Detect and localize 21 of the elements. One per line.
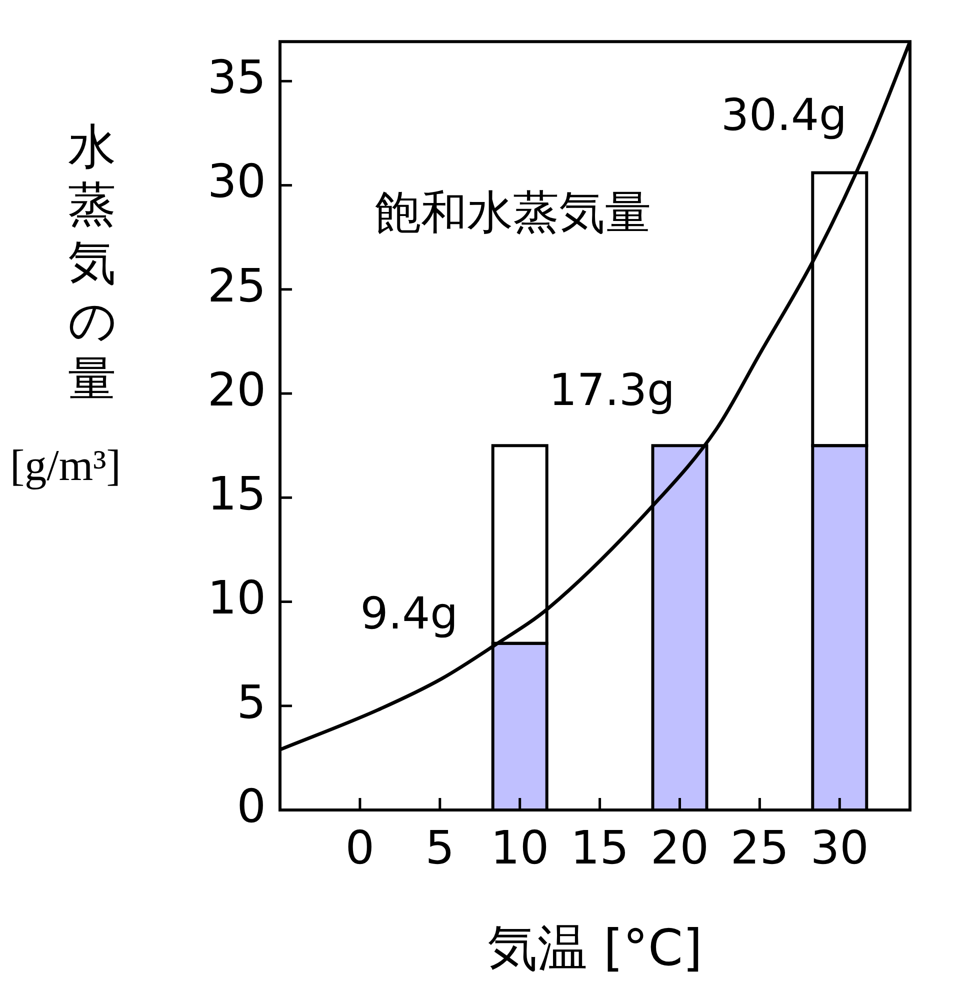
- y-axis-title: 水蒸気の量 [g/m³]: [10, 118, 121, 491]
- text: 飽和水蒸気量: [375, 184, 652, 239]
- y-tick-label: 35: [207, 50, 266, 104]
- y-tick-label: 30: [207, 154, 266, 208]
- x-tick-label: 15: [570, 820, 630, 875]
- x-tick-label: 30: [810, 820, 869, 875]
- y-tick-label: 15: [207, 466, 266, 521]
- annotation: 9.4g: [360, 588, 458, 640]
- x-axis-title: 気温 [°C]: [488, 918, 702, 977]
- y-tick-label: 20: [207, 362, 266, 416]
- x-tick-label: 20: [650, 820, 710, 875]
- y-tick-label: 0: [236, 778, 266, 833]
- x-tick-label: 10: [490, 820, 550, 875]
- x-tick-label: 5: [425, 820, 455, 875]
- y-tick-label: 25: [207, 258, 266, 312]
- y-tick-label: 10: [207, 570, 266, 625]
- x-tick-label: 25: [730, 820, 789, 875]
- y-tick-label: 5: [236, 674, 266, 729]
- annotation: 17.3g: [549, 364, 675, 416]
- x-tick-label: 0: [345, 820, 375, 875]
- annotation: 30.4g: [721, 90, 847, 141]
